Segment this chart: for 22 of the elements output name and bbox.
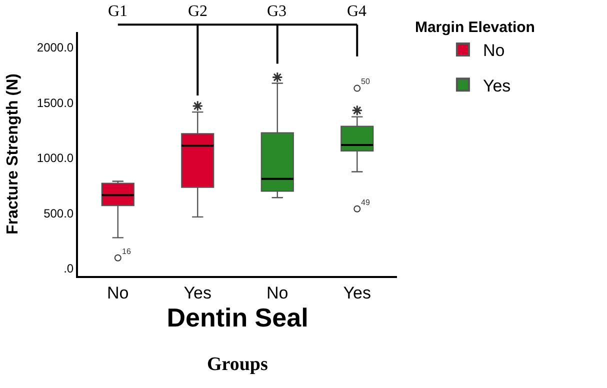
text: G4 bbox=[347, 3, 367, 20]
x-tick-label: No bbox=[266, 283, 288, 302]
x-tick-label: Yes bbox=[343, 283, 371, 302]
y-tick-label: 1000.0 bbox=[36, 151, 74, 166]
x-tick-label: Yes bbox=[184, 283, 212, 302]
legend-title: Margin Elevation bbox=[414, 18, 535, 36]
text: G2 bbox=[188, 3, 208, 20]
legend-label: No bbox=[482, 41, 505, 60]
x-tick-label: No bbox=[107, 283, 129, 302]
text: G3 bbox=[267, 3, 287, 20]
y-axis-title: Fracture Strength (N) bbox=[4, 74, 22, 234]
annotation: 50 bbox=[361, 77, 370, 86]
x-axis-title: Dentin Seal bbox=[166, 302, 308, 332]
text: G1 bbox=[108, 3, 128, 20]
legend-label: Yes bbox=[482, 76, 511, 96]
text: Groups bbox=[207, 354, 268, 375]
y-tick-label: 500.0 bbox=[44, 206, 74, 220]
annotation: 49 bbox=[361, 198, 370, 207]
y-tick-label: 1500.0 bbox=[36, 96, 74, 110]
y-tick-label: .0 bbox=[64, 261, 74, 276]
y-tick-label: 2000.0 bbox=[36, 40, 74, 55]
annotation: 16 bbox=[122, 247, 132, 256]
